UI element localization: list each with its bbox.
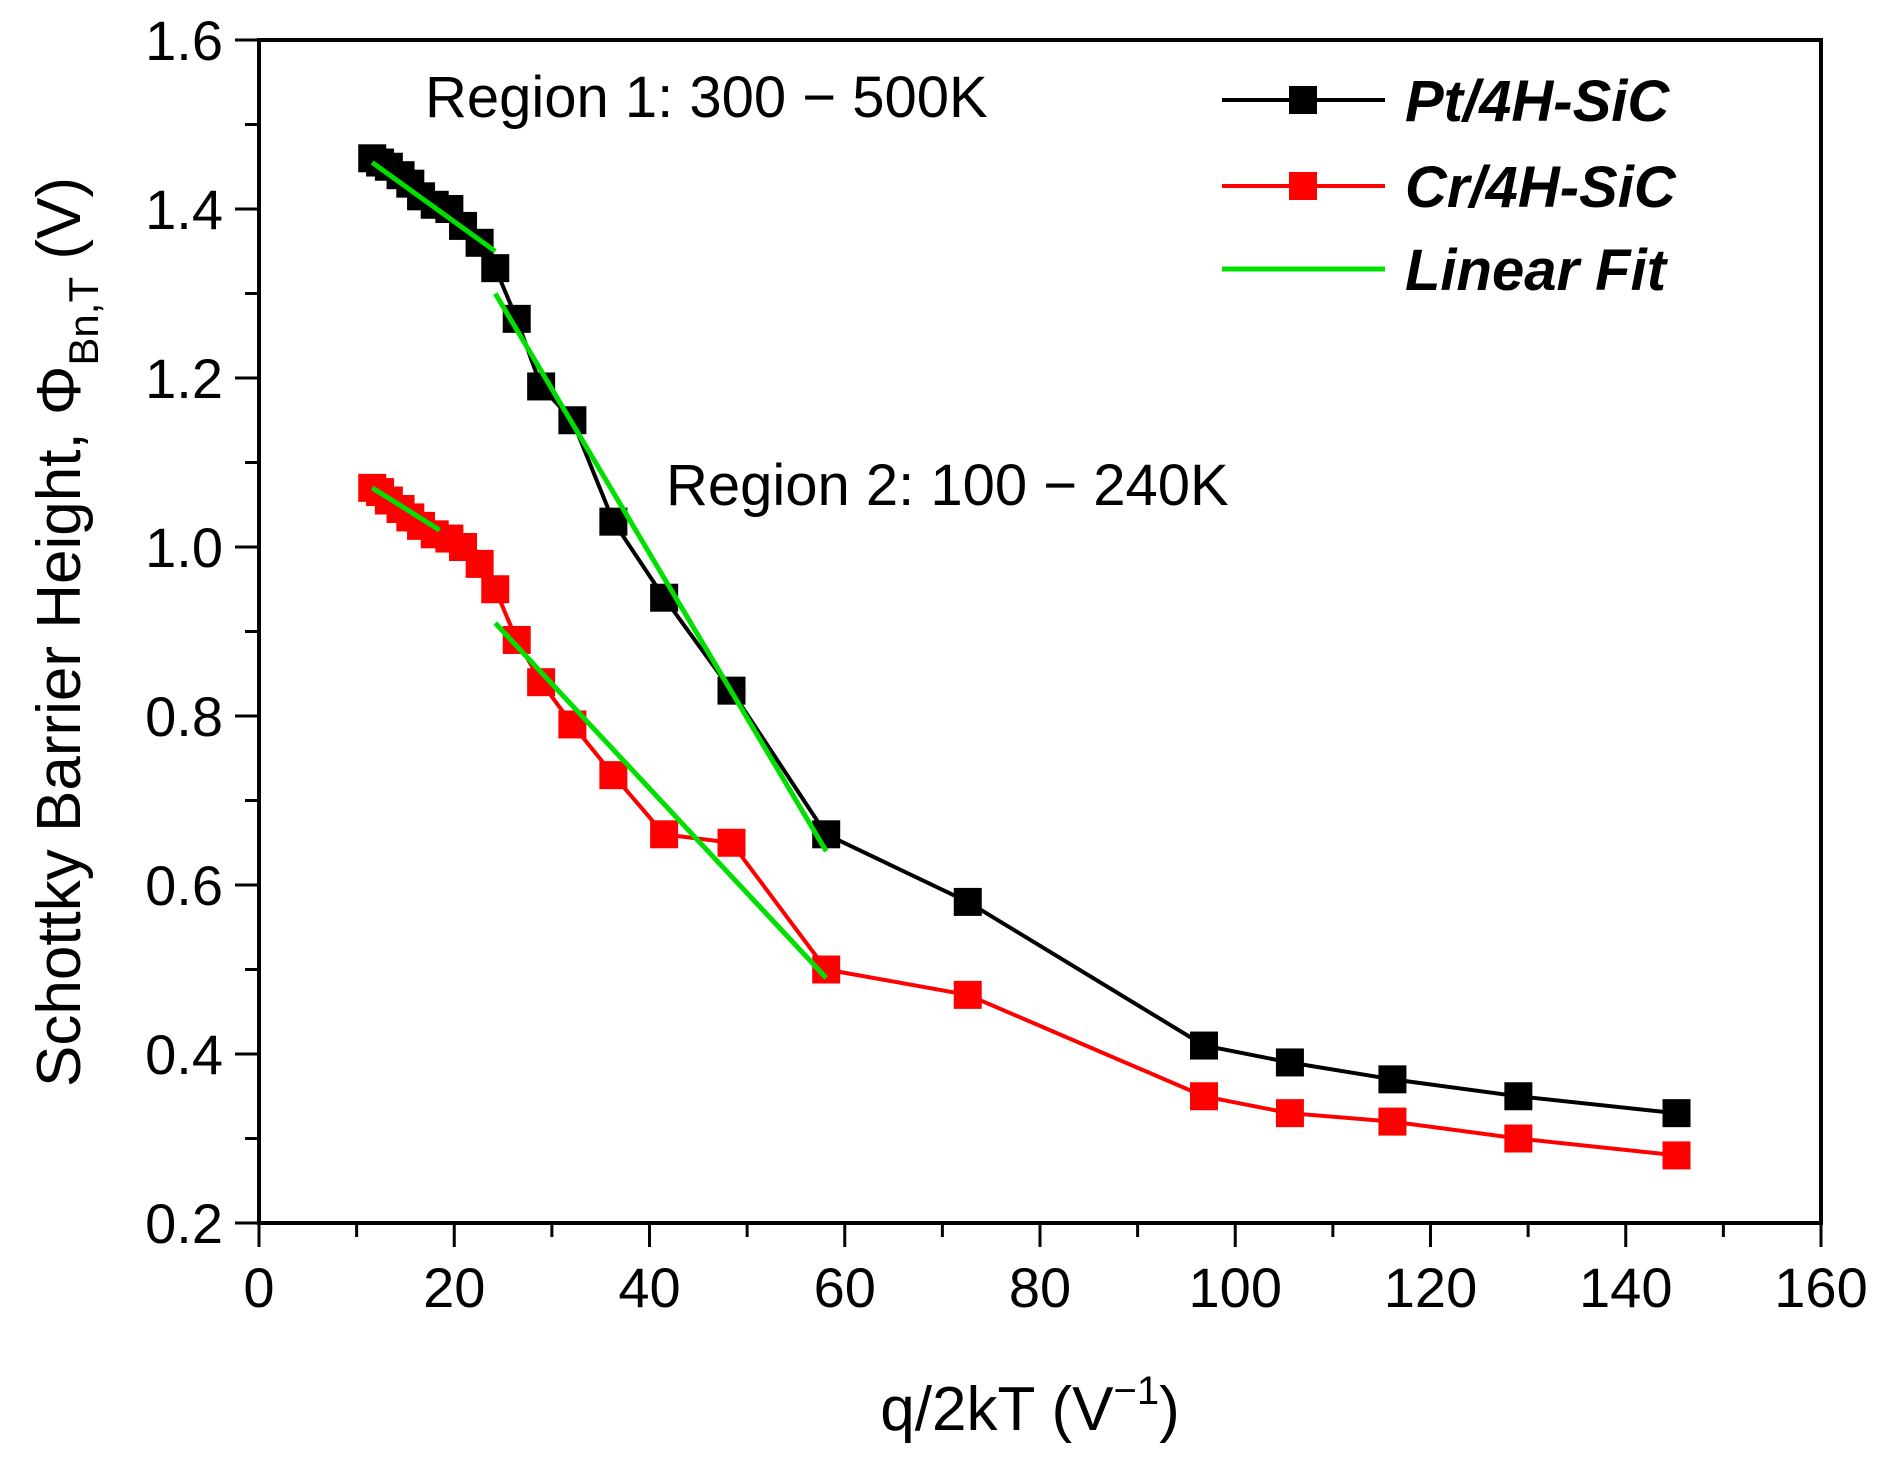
x-tick-label: 60 (814, 1256, 876, 1319)
y-tick-label: 0.8 (145, 685, 223, 748)
y-tick-labels: 0.2 0.4 0.6 0.8 1.0 1.2 1.4 1.6 (145, 9, 223, 1255)
y-axis-title-symbol: Φ (25, 366, 94, 415)
legend-label-cr: Cr/4H-SiC (1405, 155, 1677, 220)
x-axis-title-main: q/2kT (V (880, 1375, 1114, 1444)
x-tick-label: 120 (1384, 1256, 1477, 1319)
annotation-region-2: Region 2: 100 − 240K (666, 453, 1229, 518)
x-tick-label: 0 (243, 1256, 274, 1319)
y-axis-title-subscript: Bn,T (60, 277, 107, 366)
data-point (1190, 1031, 1219, 1060)
y-tick-label: 1.6 (145, 9, 223, 72)
legend-marker-pt (1289, 86, 1317, 114)
data-point (1190, 1082, 1219, 1111)
x-tick-labels: 0 20 40 60 80 100 120 140 160 (243, 1256, 1867, 1319)
data-point (599, 761, 628, 790)
data-point (481, 575, 510, 604)
legend-label-fit: Linear Fit (1405, 238, 1669, 303)
series-lines (371, 156, 1677, 1158)
x-tick-label: 80 (1009, 1256, 1071, 1319)
linear-fit-segment (370, 485, 441, 533)
data-point (953, 887, 982, 916)
data-point (1378, 1065, 1407, 1094)
data-point (1504, 1124, 1533, 1153)
linear-fit-segment (493, 292, 829, 853)
y-axis-title: Schottky Barrier Height, ΦBn,T (V) (25, 177, 107, 1087)
y-tick-label: 1.0 (145, 516, 223, 579)
data-point (1504, 1082, 1533, 1111)
y-tick-label: 1.2 (145, 347, 223, 410)
data-point (1275, 1099, 1304, 1128)
y-tick-label: 0.2 (145, 1192, 223, 1255)
y-tick-label: 1.4 (145, 178, 223, 241)
y-tick-label: 0.4 (145, 1023, 223, 1086)
x-axis-title-superscript: −1 (1113, 1369, 1159, 1413)
data-point (650, 820, 679, 849)
series-line-1 (371, 486, 1677, 1158)
data-point (1378, 1107, 1407, 1136)
data-point (465, 549, 494, 578)
major-ticks (235, 38, 1823, 1247)
data-point (481, 254, 510, 283)
linear-fit-segment (370, 160, 497, 254)
linear-fit-lines (370, 160, 829, 980)
linear-fit-segment (493, 621, 829, 980)
x-tick-label: 140 (1579, 1256, 1672, 1319)
data-point (953, 980, 982, 1009)
legend-label-pt: Pt/4H-SiC (1405, 69, 1670, 134)
y-axis-title-main: Schottky Barrier Height, (25, 415, 94, 1087)
x-tick-label: 100 (1189, 1256, 1282, 1319)
series-markers (358, 144, 1691, 1170)
data-point (1275, 1048, 1304, 1077)
legend-marker-cr (1289, 172, 1317, 200)
x-tick-label: 160 (1774, 1256, 1867, 1319)
minor-ticks (245, 123, 1725, 1237)
x-tick-label: 40 (618, 1256, 680, 1319)
annotation-region-1: Region 1: 300 − 500K (425, 65, 988, 130)
legend: Pt/4H-SiC Cr/4H-SiC Linear Fit (1222, 69, 1677, 303)
y-tick-label: 0.6 (145, 854, 223, 917)
x-axis-title: q/2kT (V−1) (880, 1369, 1179, 1444)
data-point (1662, 1099, 1691, 1128)
y-axis-title-suffix: (V) (25, 177, 94, 277)
data-point (717, 828, 746, 857)
data-point (502, 625, 531, 654)
x-axis-title-close: ) (1159, 1375, 1180, 1444)
data-point (1662, 1141, 1691, 1170)
x-tick-label: 20 (423, 1256, 485, 1319)
